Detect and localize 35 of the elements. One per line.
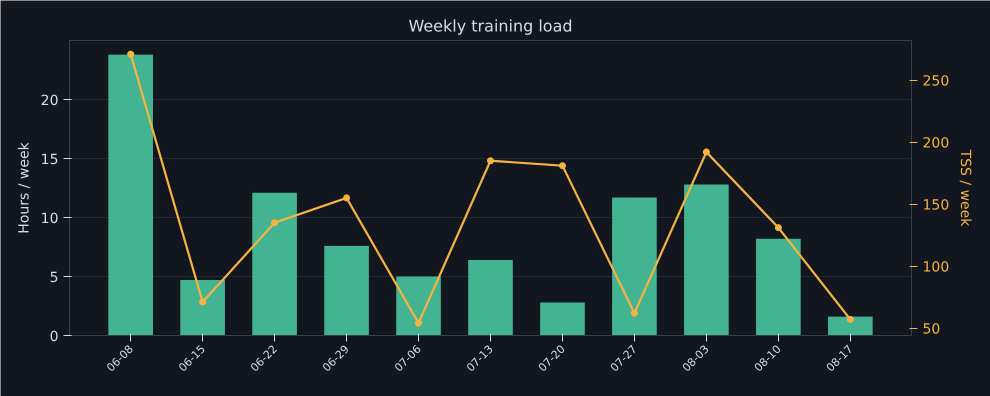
point: [487, 157, 494, 164]
bar: [540, 302, 585, 336]
bar: [684, 184, 729, 336]
bar: [828, 316, 873, 336]
y2-axis-title: TSS / week: [957, 148, 974, 228]
y2-tick-label: 50: [922, 322, 940, 338]
y-tick-label: 20: [40, 93, 59, 109]
point: [127, 50, 134, 58]
bar: [252, 192, 297, 336]
point: [702, 148, 710, 156]
y2-tick-label: 100: [922, 260, 950, 276]
point: [558, 162, 566, 170]
y2-tick-label: 150: [922, 198, 950, 214]
point: [343, 194, 350, 202]
y2-tick-label: 200: [922, 136, 950, 152]
y-tick-label: 5: [50, 270, 59, 286]
point: [271, 219, 278, 226]
bar: [756, 238, 801, 336]
bar: [108, 54, 153, 336]
y-tick-label: 0: [50, 329, 59, 345]
bar: [180, 280, 225, 336]
chart-title: Weekly training load: [408, 16, 573, 36]
y-tick-label: 10: [40, 211, 59, 227]
y2-tick-label: 250: [922, 74, 950, 90]
point: [846, 316, 854, 323]
point: [774, 224, 782, 232]
bar: [396, 276, 441, 336]
bar: [324, 246, 369, 336]
point: [630, 310, 638, 317]
y-axis-title: Hours / week: [16, 141, 33, 234]
bar: [468, 260, 513, 336]
point: [199, 298, 206, 306]
point: [415, 320, 422, 327]
y-tick-label: 15: [40, 152, 59, 168]
bar: [612, 197, 657, 336]
